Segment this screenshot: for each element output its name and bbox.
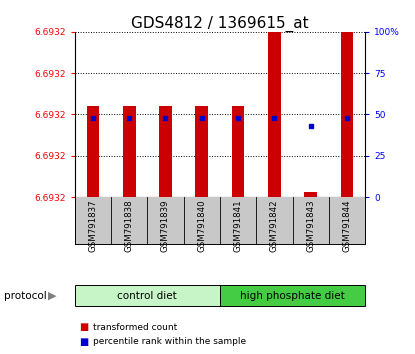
Text: GSM791842: GSM791842 — [270, 199, 279, 252]
Bar — [304, 192, 317, 197]
Text: GSM791837: GSM791837 — [88, 199, 98, 252]
Text: ▶: ▶ — [48, 291, 56, 301]
Bar — [232, 106, 244, 197]
Text: GSM791840: GSM791840 — [197, 199, 206, 252]
Text: GSM791838: GSM791838 — [124, 199, 134, 252]
Text: GSM791841: GSM791841 — [234, 199, 243, 252]
Bar — [195, 106, 208, 197]
Bar — [123, 106, 136, 197]
Bar — [159, 106, 172, 197]
Text: GSM791843: GSM791843 — [306, 199, 315, 252]
Bar — [86, 106, 99, 197]
Text: GSM791839: GSM791839 — [161, 199, 170, 252]
Text: percentile rank within the sample: percentile rank within the sample — [93, 337, 247, 346]
Bar — [341, 32, 354, 197]
Text: protocol: protocol — [4, 291, 47, 301]
Bar — [268, 32, 281, 197]
Text: ■: ■ — [79, 322, 88, 332]
Text: high phosphate diet: high phosphate diet — [240, 291, 345, 301]
Text: ■: ■ — [79, 337, 88, 347]
Text: control diet: control diet — [117, 291, 177, 301]
Text: transformed count: transformed count — [93, 323, 178, 332]
Text: GSM791844: GSM791844 — [342, 199, 352, 252]
Title: GDS4812 / 1369615_at: GDS4812 / 1369615_at — [131, 16, 309, 32]
